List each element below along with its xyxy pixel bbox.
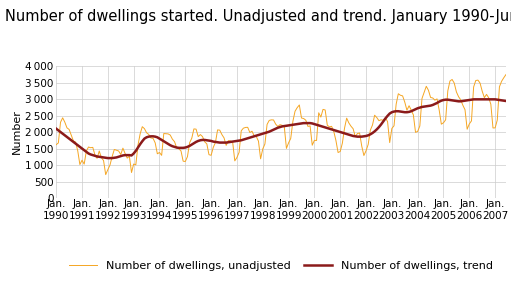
Number of dwellings, trend: [268, 129, 274, 132]
Number of dwellings, trend: [458, 100, 464, 103]
Line: Number of dwellings, trend: Number of dwellings, trend: [56, 99, 506, 158]
Number of dwellings, trend: [503, 99, 509, 103]
Number of dwellings, unadjusted: [53, 143, 59, 146]
Number of dwellings, unadjusted: [57, 121, 63, 124]
Number of dwellings, unadjusted: [268, 118, 274, 122]
Number of dwellings, trend: [279, 125, 285, 128]
Number of dwellings, unadjusted: [503, 73, 509, 76]
Number of dwellings, unadjusted: [279, 124, 285, 127]
Number of dwellings, unadjusted: [432, 98, 438, 102]
Number of dwellings, trend: [150, 135, 156, 138]
Number of dwellings, trend: [53, 127, 59, 130]
Number of dwellings, unadjusted: [103, 173, 109, 177]
Number of dwellings, trend: [471, 98, 477, 101]
Line: Number of dwellings, unadjusted: Number of dwellings, unadjusted: [56, 75, 506, 175]
Number of dwellings, trend: [432, 102, 438, 106]
Text: Number of dwellings started. Unadjusted and trend. January 1990-June 2007: Number of dwellings started. Unadjusted …: [5, 9, 511, 24]
Number of dwellings, unadjusted: [458, 98, 464, 102]
Number of dwellings, trend: [57, 130, 63, 134]
Number of dwellings, trend: [105, 156, 111, 160]
Legend: Number of dwellings, unadjusted, Number of dwellings, trend: Number of dwellings, unadjusted, Number …: [65, 256, 497, 276]
Number of dwellings, unadjusted: [150, 137, 156, 140]
Y-axis label: Number: Number: [12, 110, 22, 154]
